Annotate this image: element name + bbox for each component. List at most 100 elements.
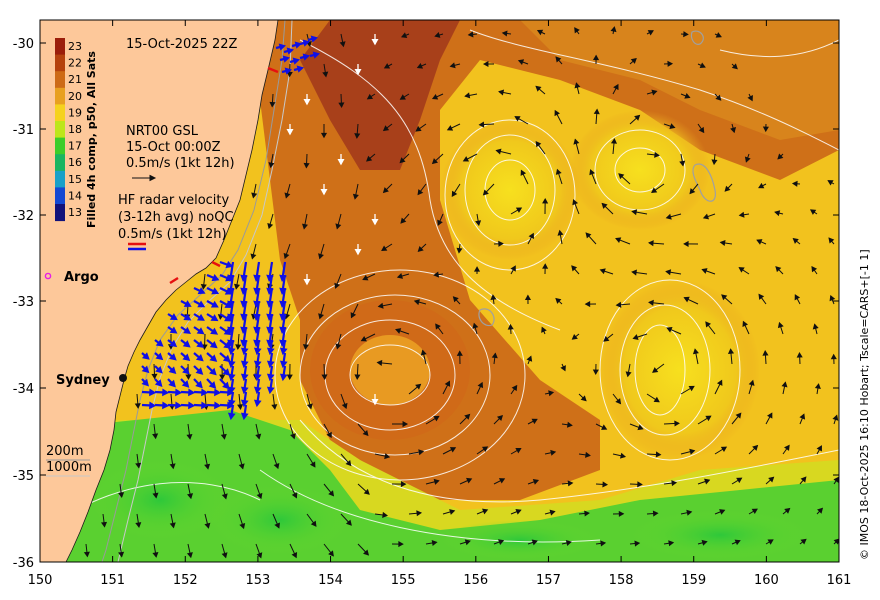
radar-arrow-head	[240, 373, 249, 382]
white-arrow-head	[354, 69, 362, 76]
gsl-arrow-head	[286, 374, 293, 381]
radar-arrow-head	[279, 347, 288, 356]
gsl-arrow-head	[574, 82, 581, 89]
radar-arrow-head	[188, 388, 196, 397]
radar-arrow-head	[266, 347, 275, 356]
gsl-arrow-head	[542, 263, 549, 269]
gsl-arrow-head	[565, 540, 572, 546]
radar-arrow-head	[224, 301, 233, 308]
cool-patch-2	[210, 485, 350, 555]
gsl-arrow-head	[269, 101, 276, 108]
gsl-arrow-head	[291, 551, 298, 559]
gsl-arrow-head	[490, 294, 497, 301]
gsl-arrow-head	[481, 446, 489, 452]
gsl-arrow-head	[219, 374, 226, 381]
radar-arrow-head	[292, 57, 300, 65]
gsl-arrow-head	[431, 93, 439, 100]
gsl-arrow-head	[235, 344, 242, 350]
gsl-arrow-head	[669, 123, 676, 130]
gsl-arrow-head	[648, 240, 654, 247]
white-velocity-arrows	[286, 34, 379, 406]
radar-arrow-head	[253, 360, 262, 369]
radar-arrow-head	[195, 380, 203, 389]
gsl-arrow-head	[610, 138, 618, 144]
gsl-arrow-head	[800, 476, 807, 483]
gsl-arrow-head	[462, 156, 470, 162]
radar-arrow-head	[310, 35, 318, 43]
gsl-arrow-head	[186, 434, 193, 440]
radar-arrow-head	[279, 360, 288, 369]
gsl-arrow-head	[767, 539, 774, 545]
grey-contours	[478, 30, 717, 327]
gsl-arrow-head	[555, 56, 562, 63]
radar-arrow-head	[197, 287, 206, 295]
gsl-arrow-head	[420, 349, 427, 356]
gsl-arrow-head	[724, 185, 731, 192]
radar-arrow-head	[302, 53, 310, 61]
gsl-arrow-head	[362, 429, 369, 437]
x-tick-label: 156	[463, 573, 488, 588]
gsl-arrow-head	[255, 433, 262, 440]
gsl-arrow-head	[416, 510, 423, 517]
gsl-arrow-head	[399, 157, 406, 164]
gsl-arrow-head	[603, 335, 610, 342]
gsl-arrow-head	[498, 240, 504, 247]
radar-arrow-head	[266, 360, 275, 369]
colorbar-tick-label: 14	[68, 189, 82, 202]
radar-arrow-head	[227, 347, 236, 356]
gsl-arrow-head	[735, 412, 742, 419]
gsl-arrow-head	[752, 444, 759, 451]
gsl-arrow-head	[828, 237, 835, 244]
gsl-arrow-head	[456, 247, 463, 254]
hf-radar-coastal-red	[169, 66, 279, 285]
gsl-arrow-head	[727, 348, 735, 354]
gsl-arrow-head	[535, 141, 542, 148]
radar-arrow-head	[154, 379, 163, 387]
gsl-arrow-head	[774, 210, 781, 217]
radar-arrow-head	[175, 401, 183, 410]
colorbar-tick-label: 17	[68, 140, 82, 153]
gsl-arrow-head	[602, 481, 609, 488]
gsl-legend-line3: 0.5m/s (1kt 12h)	[126, 156, 235, 171]
gsl-arrow-head	[350, 312, 357, 319]
radar-arrow-head	[183, 326, 192, 334]
x-tick-label: 153	[245, 573, 270, 588]
gsl-arrow-head	[796, 351, 803, 358]
gsl-arrow-head	[83, 551, 90, 558]
gsl-arrow-head	[689, 188, 696, 195]
radar-arrow-head	[149, 388, 157, 397]
gsl-arrow-head	[744, 156, 751, 163]
gsl-arrow-head	[585, 232, 592, 239]
radar-arrow-head	[169, 339, 178, 348]
radar-arrow-head	[312, 51, 320, 59]
argo-marker	[44, 272, 52, 280]
radar-arrow-head	[210, 327, 219, 335]
gsl-arrow-head	[784, 507, 791, 514]
cool-patch-1	[90, 460, 230, 540]
gsl-arrow-head	[686, 509, 693, 516]
gsl-arrow-head	[118, 492, 125, 499]
gsl-arrow-head	[220, 433, 227, 440]
radar-arrow-head	[240, 399, 249, 408]
gsl-arrow-head	[417, 189, 424, 196]
gsl-arrow-head	[647, 30, 654, 36]
colorbar-swatch	[55, 187, 65, 205]
x-tick-label: 154	[318, 573, 343, 588]
gsl-arrow-head	[721, 294, 728, 301]
gsl-arrow-head	[399, 94, 406, 100]
gsl-arrow-head	[567, 480, 574, 487]
gsl-arrow-head	[354, 374, 361, 381]
radar-arrow-head	[222, 381, 230, 390]
gsl-arrow-head	[341, 402, 348, 410]
gsl-arrow-head	[615, 301, 622, 308]
gsl-arrow-head	[273, 462, 280, 470]
gsl-arrow-head	[267, 223, 274, 230]
gsl-arrow-head	[756, 239, 763, 245]
gsl-arrow-head	[618, 173, 625, 180]
gsl-arrow-head	[618, 510, 625, 517]
radar-arrow-head	[155, 339, 164, 347]
colorbar-tick-label: 20	[68, 90, 82, 103]
radar-arrow-head	[240, 360, 249, 369]
colorbar-label: Filled 4h comp, p50, All Sats	[85, 51, 98, 228]
radar-arrow-head	[195, 353, 204, 362]
